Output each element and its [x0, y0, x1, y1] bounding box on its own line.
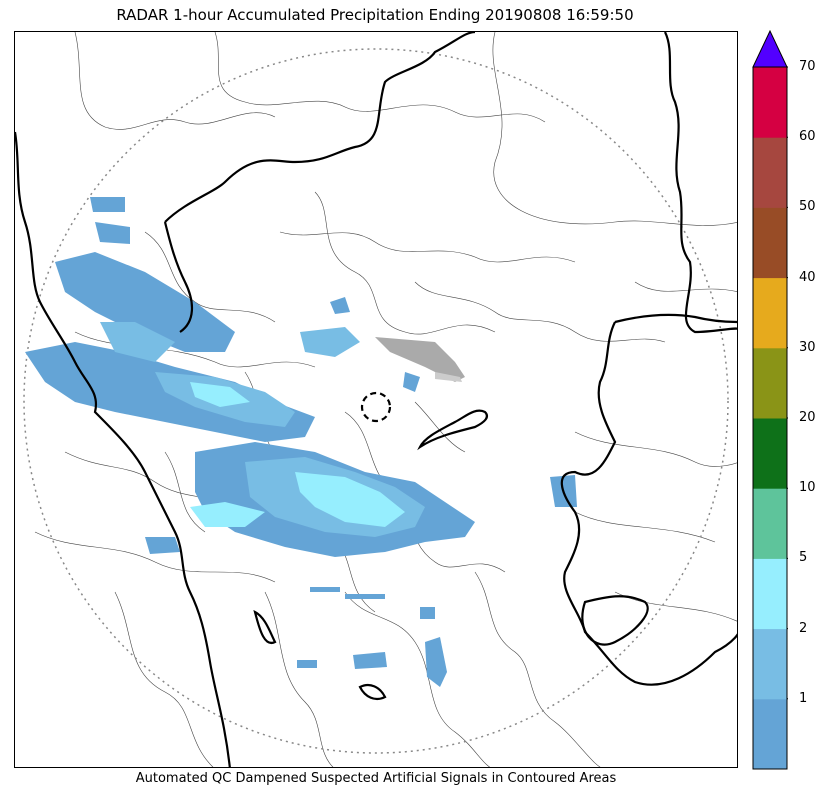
colorbar-tick-label: 2 — [799, 620, 808, 636]
map-canvas — [15, 32, 737, 767]
colorbar-bin — [753, 277, 787, 349]
qc-caption: Automated QC Dampened Suspected Artifici… — [135, 771, 617, 786]
colorbar-bin — [753, 698, 787, 770]
colorbar-tick-label: 10 — [799, 480, 816, 496]
precipitation-echoes — [25, 197, 577, 687]
colorbar-bin — [753, 628, 787, 700]
radar-map — [14, 31, 738, 768]
colorbar-bin — [753, 347, 787, 419]
colorbar-tick-label: 60 — [799, 129, 816, 145]
colorbar-tick-label: 1 — [799, 690, 808, 706]
colorbar-tick-label: 30 — [799, 339, 816, 355]
colorbar-bin — [753, 488, 787, 559]
colorbar-bin — [753, 67, 787, 138]
colorbar-tick-label: 5 — [799, 550, 808, 566]
colorbar-tick-label: 70 — [799, 59, 816, 74]
colorbar-tick-label: 50 — [799, 199, 816, 215]
precipitation-colorbar — [752, 30, 788, 770]
state-boundaries — [15, 32, 737, 767]
map-title: RADAR 1-hour Accumulated Precipitation E… — [116, 6, 634, 24]
colorbar-bin — [753, 137, 787, 208]
colorbar-bin — [753, 418, 787, 489]
colorbar-extend-arrow — [752, 30, 788, 68]
colorbar-bin — [753, 558, 787, 630]
range-ring — [23, 48, 729, 754]
colorbar-tick-label: 40 — [799, 269, 816, 285]
colorbar-tick-label: 20 — [799, 410, 816, 425]
radar-site-marker — [360, 391, 392, 423]
colorbar-bin — [753, 207, 787, 279]
